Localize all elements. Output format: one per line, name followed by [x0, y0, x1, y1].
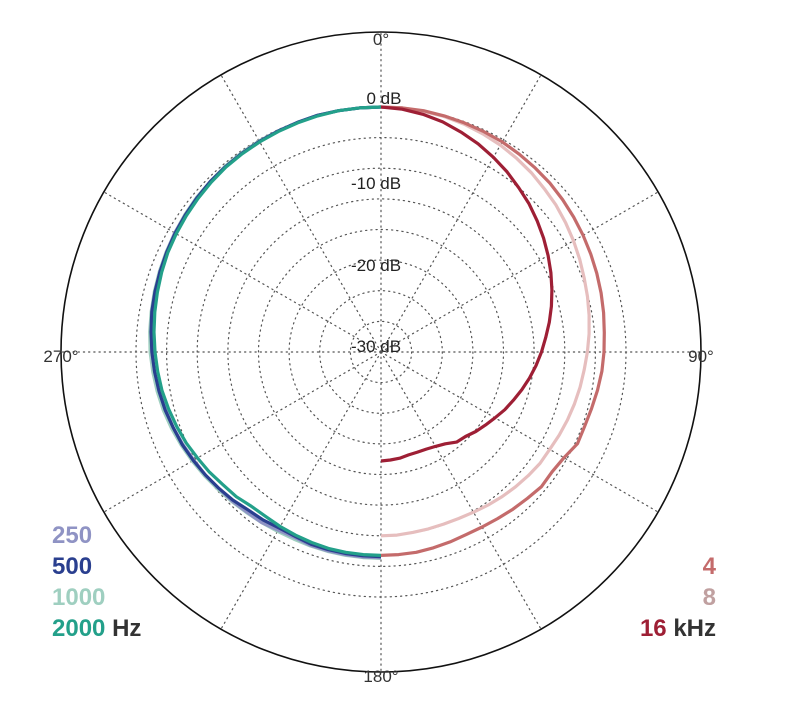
legend-label-250: 250 [52, 522, 93, 549]
radial-label-minus30db: -30 dB [351, 337, 401, 356]
series-line-500 [149, 105, 382, 559]
grid-ring [257, 228, 505, 476]
legend-unit-hz: Hz [112, 615, 142, 642]
legend-entry-16: 16 kHz [640, 613, 716, 644]
legend-entry-2000: 2000 Hz [52, 613, 141, 644]
legend-entry-4: 4 [640, 551, 716, 582]
grid-spoke [380, 351, 542, 630]
legend-label-8: 8 [702, 584, 716, 611]
series-line-2000 [152, 105, 382, 557]
legend-unit-khz: kHz [673, 615, 716, 642]
polar-grid [60, 31, 702, 673]
series-line-16 [380, 105, 554, 463]
legend-entry-500: 500 [52, 551, 141, 582]
angle-label-0: 0° [373, 30, 389, 49]
grid-spoke [103, 191, 382, 353]
outer-circle [60, 31, 702, 673]
legend-label-500: 500 [52, 553, 93, 580]
legend-label-2000: 2000 [52, 615, 106, 642]
radial-label-0db: 0 dB [367, 89, 402, 108]
radial-label-minus10db: -10 dB [351, 174, 401, 193]
legend-label-16: 16 [639, 615, 667, 642]
angle-label-270: 270° [43, 347, 78, 366]
radial-label-minus20db: -20 dB [351, 256, 401, 275]
grid-spoke [220, 351, 382, 630]
series-line-250 [150, 105, 382, 560]
angle-label-90: 90° [688, 347, 714, 366]
grid-spoke [103, 351, 382, 513]
legend-entry-1000: 1000 [52, 582, 141, 613]
legend-entry-8: 8 [640, 582, 716, 613]
series-line-8 [380, 105, 591, 538]
legend-hz: 250 500 1000 2000 Hz [52, 520, 141, 644]
grid-ring [288, 259, 474, 445]
grid-ring [227, 198, 535, 506]
legend-khz: 4 8 16 kHz [640, 551, 716, 644]
angle-label-180: 180° [363, 667, 398, 686]
grid-spoke [380, 74, 542, 353]
grid-ring [319, 290, 443, 414]
series-layer [148, 105, 606, 560]
grid-spoke [220, 74, 382, 353]
outer-ring [60, 31, 702, 673]
series-line-1000 [148, 105, 382, 560]
radial-tick-labels: 0 dB -10 dB -20 dB -30 dB [351, 89, 402, 356]
grid-spoke [380, 191, 659, 353]
legend-entry-250: 250 [52, 520, 141, 551]
legend-label-4: 4 [702, 553, 716, 580]
legend-label-1000: 1000 [52, 584, 106, 611]
grid-spoke [380, 351, 659, 513]
series-line-4 [380, 105, 606, 557]
